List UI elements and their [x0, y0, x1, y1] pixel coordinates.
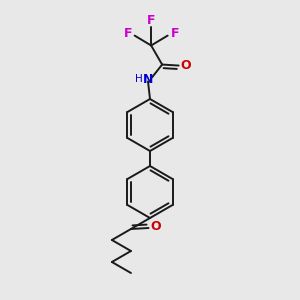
Text: N: N: [143, 73, 153, 86]
Text: O: O: [150, 220, 161, 233]
Text: F: F: [147, 14, 155, 27]
Text: H: H: [135, 74, 143, 84]
Text: O: O: [180, 59, 191, 72]
Text: F: F: [123, 27, 132, 40]
Text: F: F: [170, 27, 179, 40]
